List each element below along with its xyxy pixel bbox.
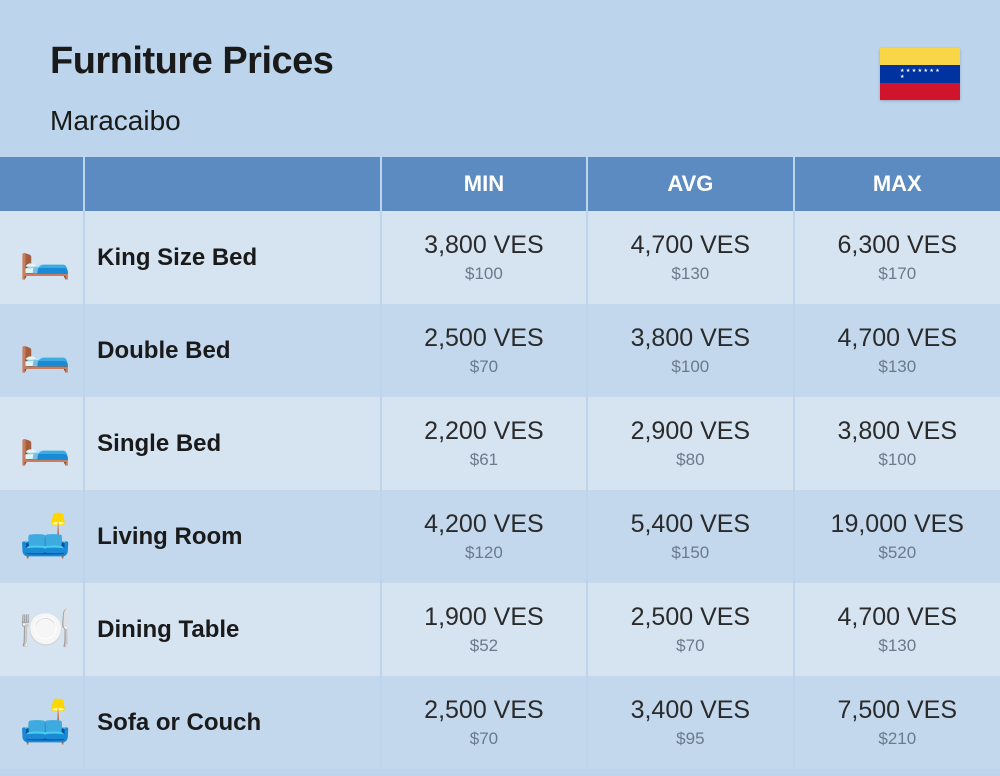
item-icon: 🍽️ (0, 583, 84, 676)
price-usd: $520 (795, 543, 1000, 563)
price-ves: 2,200 VES (382, 417, 586, 446)
price-ves: 5,400 VES (588, 510, 792, 539)
table-row: 🛏️Double Bed2,500 VES $703,800 VES $1004,7… (0, 304, 1000, 397)
price-table: MIN AVG MAX 🛏️King Size Bed3,800 VES$100… (0, 157, 1000, 769)
item-icon: 🛋️ (0, 490, 84, 583)
table-header-row: MIN AVG MAX (0, 157, 1000, 211)
price-max: 4,700 VES $130 (794, 583, 1000, 676)
col-min: MIN (381, 157, 587, 211)
price-avg: 2,500 VES $70 (587, 583, 793, 676)
price-ves: 4,700 VES (795, 603, 1000, 632)
country-flag-icon: ★ ★ ★ ★ ★ ★ ★ ★ (880, 48, 960, 100)
price-usd: $61 (382, 450, 586, 470)
price-ves: 2,500 VES (382, 696, 586, 725)
price-usd: $130 (795, 636, 1000, 656)
price-usd: $70 (382, 729, 586, 749)
price-ves: 1,900 VES (382, 603, 586, 632)
price-ves: 2,500 VES (382, 324, 586, 353)
flag-stripe-top (880, 48, 960, 65)
table-row: 🍽️Dining Table1,900 VES $522,500 VES $704,… (0, 583, 1000, 676)
price-usd: $150 (588, 543, 792, 563)
price-usd: $95 (588, 729, 792, 749)
table-row: 🛋️Sofa or Couch2,500 VES $703,400 VES $957… (0, 676, 1000, 769)
price-avg: 3,800 VES $100 (587, 304, 793, 397)
price-ves: 3,400 VES (588, 696, 792, 725)
price-max: 4,700 VES $130 (794, 304, 1000, 397)
price-max: 7,500 VES $210 (794, 676, 1000, 769)
price-min: 2,500 VES $70 (381, 304, 587, 397)
price-usd: $100 (795, 450, 1000, 470)
page-subtitle: Maracaibo (50, 105, 950, 137)
price-usd: $100 (382, 264, 586, 284)
item-name: Dining Table (84, 583, 381, 676)
price-max: 6,300 VES $170 (794, 211, 1000, 304)
price-min: 3,800 VES $100 (381, 211, 587, 304)
item-name: Sofa or Couch (84, 676, 381, 769)
col-name (84, 157, 381, 211)
price-avg: 3,400 VES $95 (587, 676, 793, 769)
price-ves: 3,800 VES (795, 417, 1000, 446)
price-usd: $100 (588, 357, 792, 377)
price-min: 4,200 VES $120 (381, 490, 587, 583)
col-icon (0, 157, 84, 211)
price-usd: $120 (382, 543, 586, 563)
price-ves: 4,700 VES (795, 324, 1000, 353)
price-ves: 6,300 VES (795, 231, 1000, 260)
col-max: MAX (794, 157, 1000, 211)
price-min: 2,200 VES $61 (381, 397, 587, 490)
item-name: Double Bed (84, 304, 381, 397)
item-name: Living Room (84, 490, 381, 583)
price-avg: 2,900 VES $80 (587, 397, 793, 490)
flag-stars-icon: ★ ★ ★ ★ ★ ★ ★ ★ (900, 68, 940, 80)
price-usd: $70 (382, 357, 586, 377)
header: Furniture Prices Maracaibo ★ ★ ★ ★ ★ ★ ★… (0, 0, 1000, 157)
price-ves: 2,500 VES (588, 603, 792, 632)
page-title: Furniture Prices (50, 40, 950, 83)
item-icon: 🛋️ (0, 676, 84, 769)
table-row: 🛋️Living Room4,200 VES $1205,400 VES $1501… (0, 490, 1000, 583)
price-usd: $210 (795, 729, 1000, 749)
price-ves: 2,900 VES (588, 417, 792, 446)
price-usd: $52 (382, 636, 586, 656)
price-usd: $170 (795, 264, 1000, 284)
price-usd: $70 (588, 636, 792, 656)
item-icon: 🛏️ (0, 211, 84, 304)
price-ves: 3,800 VES (382, 231, 586, 260)
price-usd: $130 (795, 357, 1000, 377)
price-min: 2,500 VES $70 (381, 676, 587, 769)
item-icon: 🛏️ (0, 397, 84, 490)
price-usd: $130 (588, 264, 792, 284)
price-max: 19,000 VES $520 (794, 490, 1000, 583)
item-name: Single Bed (84, 397, 381, 490)
table-row: 🛏️Single Bed2,200 VES $612,900 VES $803,80… (0, 397, 1000, 490)
flag-stripe-bot (880, 83, 960, 100)
price-avg: 5,400 VES $150 (587, 490, 793, 583)
price-ves: 19,000 VES (795, 510, 1000, 539)
price-ves: 4,700 VES (588, 231, 792, 260)
price-max: 3,800 VES $100 (794, 397, 1000, 490)
price-min: 1,900 VES $52 (381, 583, 587, 676)
col-avg: AVG (587, 157, 793, 211)
price-usd: $80 (588, 450, 792, 470)
price-avg: 4,700 VES $130 (587, 211, 793, 304)
table-row: 🛏️King Size Bed3,800 VES $1004,700 VES $13… (0, 211, 1000, 304)
item-name: King Size Bed (84, 211, 381, 304)
price-ves: 3,800 VES (588, 324, 792, 353)
price-ves: 4,200 VES (382, 510, 586, 539)
price-ves: 7,500 VES (795, 696, 1000, 725)
item-icon: 🛏️ (0, 304, 84, 397)
